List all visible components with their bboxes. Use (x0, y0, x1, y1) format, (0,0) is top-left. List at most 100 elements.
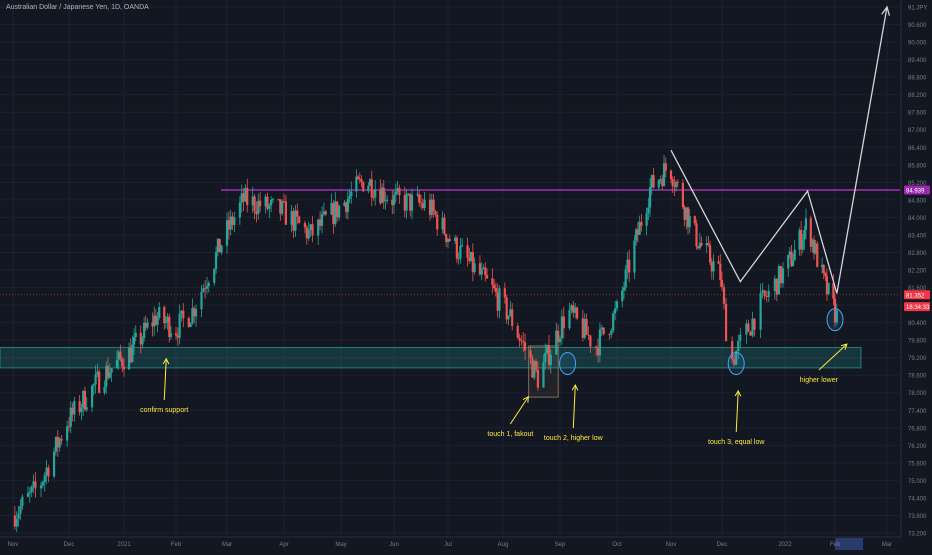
time-axis-highlight (835, 538, 863, 550)
price-axis-unit: 91.JPY (908, 6, 927, 12)
candle (645, 207, 648, 236)
candle (379, 179, 382, 206)
candle-body (207, 282, 210, 287)
candle-body (19, 505, 22, 514)
candle (507, 315, 510, 326)
candle-body (292, 211, 295, 231)
candle-body (298, 216, 301, 224)
candle-body (246, 187, 249, 206)
candle (146, 318, 149, 330)
candle (47, 464, 50, 483)
candle-body (270, 199, 273, 206)
candle-body (218, 238, 221, 253)
candle (178, 304, 181, 345)
candle-body (336, 201, 339, 218)
candle (384, 191, 387, 210)
candle (636, 221, 640, 243)
candle (205, 276, 209, 294)
candle (134, 325, 137, 342)
candle (759, 283, 762, 339)
candle (773, 275, 776, 300)
candle-body (374, 189, 377, 198)
candle (303, 220, 306, 234)
candle (482, 264, 485, 270)
candle-body (610, 330, 613, 335)
candle-body (461, 245, 464, 247)
candle (614, 300, 617, 321)
candle-body (358, 178, 361, 180)
candle-body (775, 278, 778, 295)
candle-body (144, 322, 147, 328)
candle (763, 289, 766, 300)
candle (166, 313, 169, 330)
candle-body (781, 268, 785, 284)
candle (542, 354, 545, 388)
candle (493, 278, 496, 291)
candle (596, 338, 600, 363)
symbol-title: Australian Dollar / Japanese Yen, 1D, OA… (6, 4, 149, 11)
candle (367, 182, 370, 194)
candle-body (205, 286, 209, 289)
candle-body (66, 426, 69, 441)
candle (610, 328, 613, 339)
candle (348, 188, 351, 204)
candle-body (41, 482, 44, 486)
annotations: confirm support touch 1, fakout touch 2, h… (140, 343, 848, 446)
candle (547, 335, 551, 370)
candle (238, 196, 241, 225)
candle-body (635, 229, 638, 241)
candle (332, 200, 335, 234)
price-tick-label: 82.200 (908, 269, 927, 275)
candle-body (233, 217, 236, 225)
time-tick-label: Mar (222, 542, 232, 548)
candle (751, 311, 754, 338)
candle-body (213, 268, 216, 283)
candle (775, 278, 778, 302)
candle (19, 498, 22, 521)
candle-body (110, 368, 113, 373)
candle (536, 361, 540, 391)
candle (103, 380, 106, 396)
candle-body (558, 338, 562, 343)
candle (233, 211, 236, 233)
candle-body (731, 341, 734, 360)
candle (739, 327, 742, 349)
candle-body (54, 436, 58, 452)
candle-body (129, 347, 132, 363)
candle-body (581, 318, 584, 338)
candle (633, 234, 636, 280)
candle-body (445, 234, 448, 243)
candle-body (421, 203, 424, 208)
price-tag-label: 16:34:33 (906, 305, 930, 311)
candle-body (180, 310, 183, 314)
candle (733, 354, 736, 367)
candle-body (251, 196, 254, 206)
candle (374, 179, 377, 206)
candle-body (737, 340, 740, 352)
candle-body (370, 179, 373, 198)
candle (60, 434, 63, 445)
candle-body (80, 407, 83, 413)
candle-body (650, 175, 653, 187)
candle (350, 181, 353, 204)
price-tick-label: 79.200 (908, 356, 927, 362)
candle (110, 368, 113, 383)
candle-body (724, 303, 728, 342)
candle (156, 312, 159, 333)
candle (307, 221, 310, 241)
candle-body (30, 486, 33, 492)
candle-body (455, 237, 458, 259)
candle-body (187, 317, 190, 327)
price-tag-label: 84.939 (906, 188, 925, 194)
candle-body (386, 199, 389, 201)
candle (346, 190, 349, 220)
candle-body (96, 371, 99, 375)
candle (589, 334, 592, 354)
candle-body (216, 238, 219, 253)
candle (697, 246, 700, 250)
candle-body (600, 327, 603, 330)
candle (214, 246, 218, 274)
candle (520, 335, 523, 346)
